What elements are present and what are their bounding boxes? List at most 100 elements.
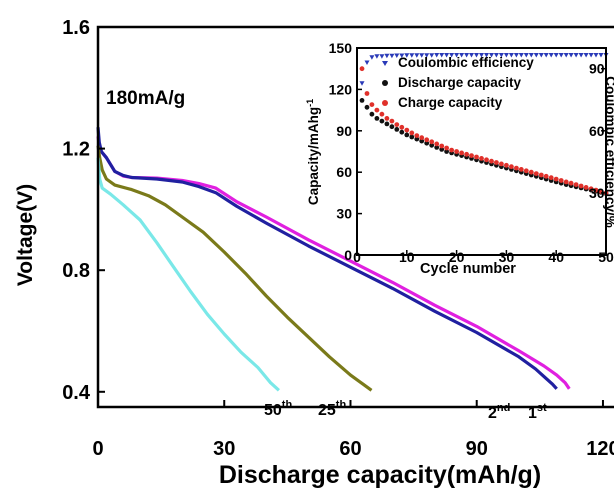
- main-annotation: 180mA/g: [106, 88, 185, 109]
- ce-point: [429, 53, 435, 58]
- series-end-label-1st: 1st: [528, 402, 547, 422]
- charge-point: [523, 168, 529, 174]
- ce-point: [503, 53, 509, 58]
- ce-point: [573, 53, 579, 58]
- charge-point: [583, 185, 589, 190]
- main-chart: 0 30 60 90 120 0.4 0.8 1.2 1.6 180mA/g Discharg…: [14, 17, 614, 489]
- discharge-point: [369, 111, 375, 117]
- ce-point: [493, 53, 499, 58]
- discharge-point: [439, 147, 445, 152]
- ce-point: [498, 53, 504, 58]
- charge-point: [424, 137, 430, 143]
- ce-point: [469, 53, 474, 58]
- charge-point: [593, 187, 599, 193]
- ce-point: [528, 53, 534, 58]
- inset-y-tick-label: 30: [336, 206, 352, 222]
- charge-point: [444, 145, 449, 151]
- inset-x-tick-label: 40: [548, 249, 564, 265]
- discharge-point: [444, 149, 449, 154]
- inset-x-tick-label: 10: [399, 249, 415, 265]
- ce-point: [369, 55, 375, 60]
- ce-point: [454, 53, 460, 58]
- ce-point: [533, 53, 539, 58]
- inset-y2-ticks: 30 60 90: [589, 61, 606, 201]
- ce-point: [424, 53, 430, 58]
- ce-point: [374, 54, 380, 59]
- discharge-point: [404, 132, 410, 138]
- legend-label: Charge capacity: [398, 95, 503, 110]
- ce-point: [578, 53, 584, 58]
- ce-point: [409, 53, 415, 58]
- discharge-point: [414, 136, 420, 142]
- discharge-point: [394, 126, 400, 132]
- series-line-25th: [96, 145, 373, 392]
- legend-marker: [382, 80, 388, 86]
- charge-point: [399, 124, 405, 130]
- series-line-50th: [96, 157, 280, 392]
- series-line-2nd: [96, 127, 558, 390]
- charge-point: [404, 127, 410, 133]
- charge-point: [464, 151, 469, 157]
- ce-point: [359, 81, 365, 86]
- ce-point: [484, 53, 489, 58]
- inset-y-ticks: 0 30 60 90 120 150: [329, 40, 362, 263]
- inset-y2-axis-label: Coulombic efficiency/%: [603, 76, 614, 228]
- inset-y-axis-label: Capacity/mAhg-1: [305, 99, 321, 205]
- ce-point: [364, 60, 370, 65]
- charge-point: [563, 179, 569, 185]
- ce-point: [598, 53, 604, 58]
- inset-chart: 0 10 20 30 40 50 0 30 60 90 120 150 30 60 90 Coulomb…: [305, 40, 614, 277]
- charge-point: [543, 173, 549, 179]
- charge-point: [494, 160, 499, 165]
- charge-point: [394, 122, 400, 127]
- discharge-point: [384, 121, 390, 127]
- x-tick-label: 30: [213, 438, 235, 460]
- ce-point: [444, 53, 450, 58]
- inset-x-tick-label: 30: [499, 249, 515, 265]
- x-tick-label: 120: [586, 438, 614, 460]
- charge-point: [369, 102, 375, 107]
- ce-point: [434, 53, 440, 58]
- charge-point: [588, 186, 594, 192]
- ce-point: [394, 53, 400, 58]
- ce-point: [583, 53, 589, 58]
- x-tick-label: 60: [339, 438, 361, 460]
- charge-point: [553, 176, 559, 182]
- ce-point: [474, 53, 479, 58]
- main-x-axis-label: Discharge capacity(mAh/g): [219, 461, 541, 489]
- legend-marker: [382, 100, 388, 106]
- ce-point: [523, 53, 529, 58]
- charge-point: [474, 154, 479, 160]
- charge-point: [558, 178, 564, 183]
- charge-point: [568, 180, 574, 186]
- discharge-point: [389, 124, 395, 130]
- discharge-point: [379, 118, 385, 124]
- ce-point: [489, 53, 494, 58]
- main-y-ticks: 0.4 0.8 1.2 1.6: [62, 17, 105, 404]
- charge-point: [538, 172, 544, 178]
- charge-point: [364, 91, 370, 96]
- charge-point: [479, 156, 484, 161]
- inset-y-tick-label: 0: [344, 247, 352, 263]
- ce-point: [548, 53, 554, 58]
- charge-point: [359, 66, 365, 72]
- ce-point: [404, 53, 410, 58]
- ce-point: [419, 53, 425, 58]
- inset-y-tick-label: 90: [336, 123, 352, 139]
- charge-point: [414, 133, 420, 139]
- ce-point: [439, 53, 445, 58]
- charge-point: [429, 139, 435, 145]
- ce-point: [553, 53, 559, 58]
- charge-point: [459, 150, 464, 156]
- charge-point: [484, 157, 489, 163]
- charge-point: [449, 147, 454, 153]
- x-tick-label: 90: [466, 438, 488, 460]
- ce-point: [593, 53, 599, 58]
- charge-point: [379, 111, 385, 117]
- charge-point: [454, 149, 459, 154]
- y-tick-label: 0.4: [62, 382, 91, 404]
- legend-label: Discharge capacity: [398, 75, 522, 90]
- discharge-point: [359, 98, 365, 103]
- discharge-point: [399, 129, 405, 135]
- discharge-point: [409, 134, 415, 140]
